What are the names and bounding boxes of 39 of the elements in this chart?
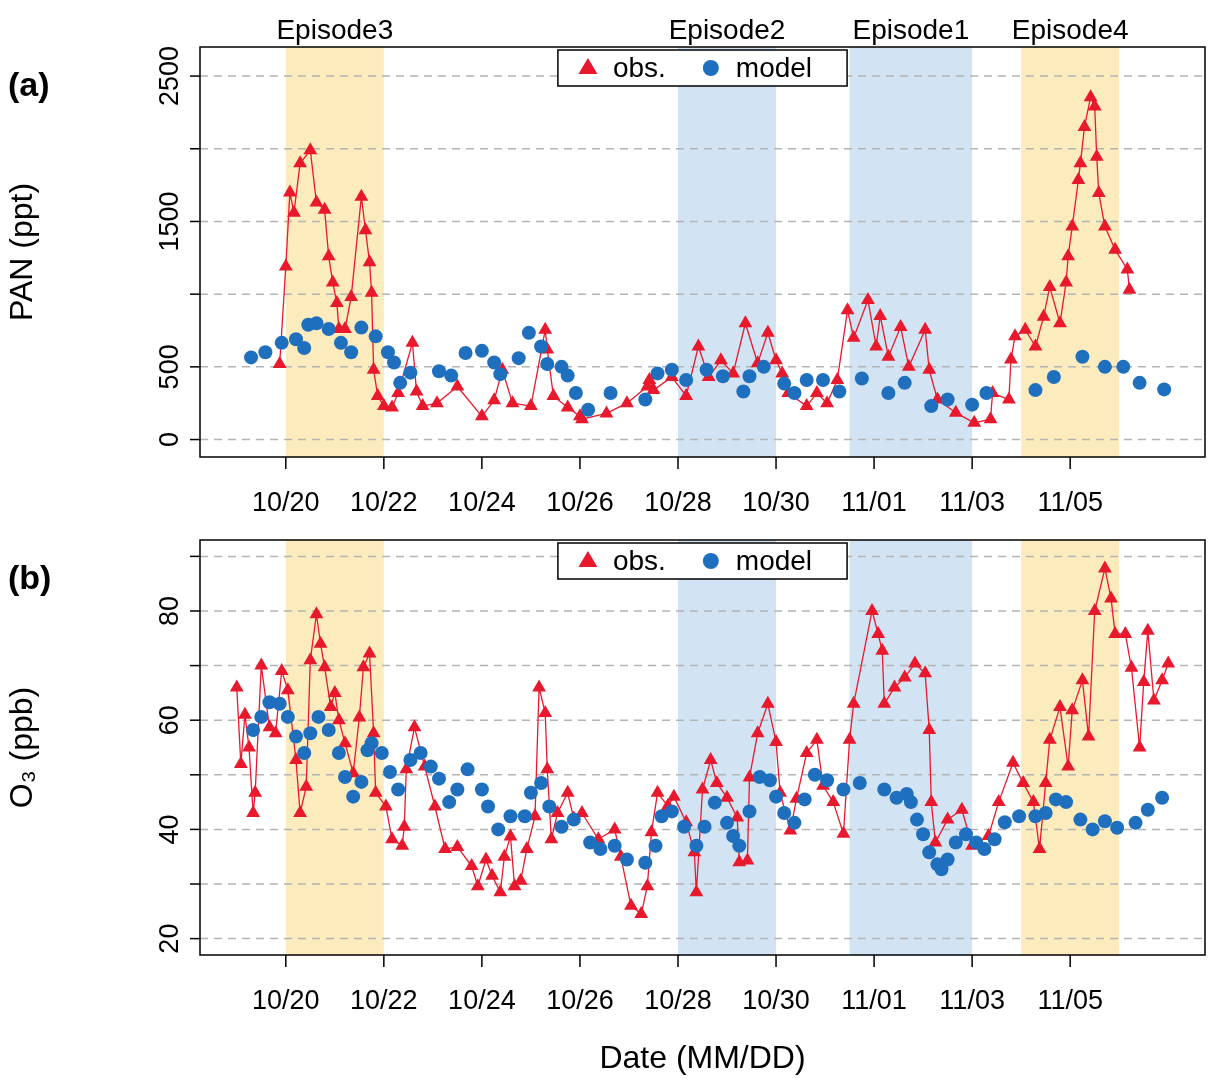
band-label: Episode4 — [1011, 13, 1129, 45]
legend-label: obs. — [612, 51, 666, 83]
y-tick-label: 500 — [153, 344, 184, 390]
x-tick-label: 10/20 — [252, 486, 320, 517]
x-tick-label: 10/26 — [546, 486, 614, 517]
x-tick-label: 10/24 — [448, 486, 516, 517]
text: (a) — [8, 65, 50, 104]
band-label: Episode1 — [852, 13, 970, 45]
x-tick-label: 10/22 — [350, 486, 418, 517]
legend-label: model — [735, 544, 813, 576]
x-tick-label: 10/30 — [742, 486, 810, 517]
y-tick-label: 60 — [153, 705, 184, 736]
x-tick-label: 10/20 — [252, 984, 320, 1015]
y-tick-label: 80 — [153, 595, 184, 627]
text: (b) — [8, 558, 52, 597]
x-tick-label: 11/05 — [1037, 984, 1103, 1015]
band-label: Episode3 — [276, 13, 394, 45]
x-tick-label: 10/28 — [644, 486, 712, 517]
x-tick-label: 11/05 — [1037, 486, 1103, 517]
x-tick-label: 10/30 — [742, 984, 810, 1015]
x-tick-label: 10/26 — [546, 984, 614, 1015]
x-tick-label: 10/22 — [350, 984, 418, 1015]
band-label: Episode2 — [668, 13, 786, 45]
y-tick-label: 2500 — [153, 46, 184, 107]
x-tick-label: 11/01 — [841, 486, 907, 517]
x-tick-label: 10/28 — [644, 984, 712, 1015]
legend-label: obs. — [612, 544, 666, 576]
x-tick-label: 11/01 — [841, 984, 907, 1015]
y-tick-label: 20 — [153, 923, 184, 954]
y-tick-label: 1500 — [153, 191, 184, 252]
x-tick-label: 11/03 — [939, 984, 1005, 1015]
x-axis-title: Date (MM/DD) — [599, 1038, 806, 1075]
y-axis-title: PAN (ppt) — [3, 182, 40, 322]
x-tick-label: 11/03 — [939, 486, 1005, 517]
legend-label: model — [735, 51, 813, 83]
y-tick-label: 40 — [153, 814, 184, 845]
y-tick-label: 0 — [153, 432, 184, 448]
x-tick-label: 10/24 — [448, 984, 516, 1015]
y-axis-title: O₃ (ppb) — [3, 686, 40, 809]
